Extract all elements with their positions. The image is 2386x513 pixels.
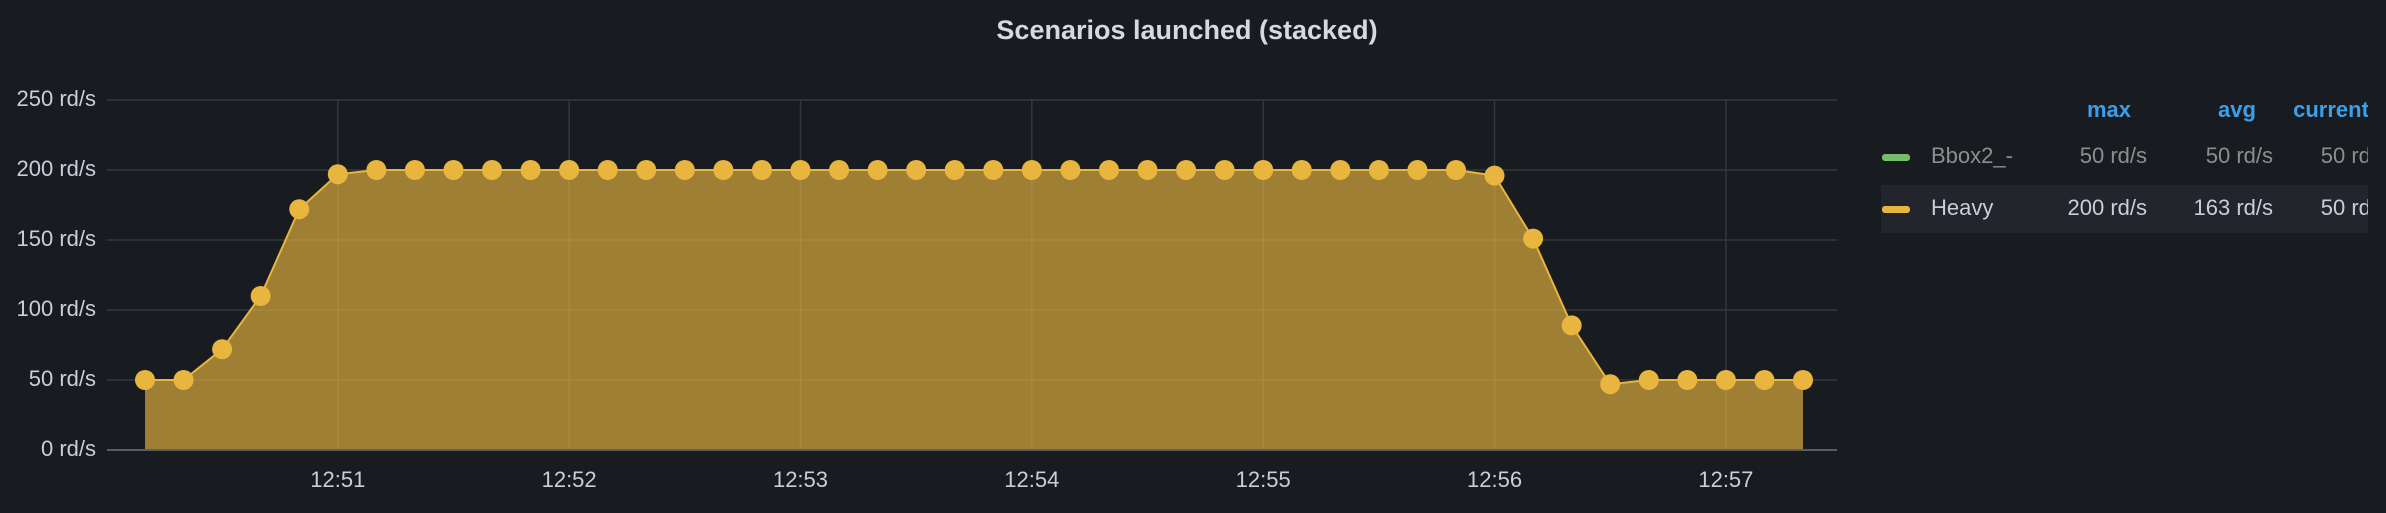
legend-header: avg [2218,97,2256,122]
data-point [135,370,155,390]
y-tick-label: 200 rd/s [17,156,97,181]
y-tick-label: 100 rd/s [17,296,97,321]
data-point [829,160,850,180]
data-point [559,160,580,180]
data-point [443,160,464,180]
legend-value: 50 rd/s [2080,143,2147,168]
legend-label: Bbox2_- [1931,143,2013,168]
data-point [1176,160,1197,180]
data-point [520,160,541,180]
legend-value: 50 rd/s [2321,143,2386,168]
data-point [1677,370,1698,390]
legend-header: current [2293,97,2369,122]
data-point [250,286,271,306]
x-tick-label: 12:54 [1004,467,1059,492]
data-point [482,160,503,180]
y-tick-label: 150 rd/s [17,226,97,251]
area-fill [145,170,1803,450]
x-tick-label: 12:52 [542,467,597,492]
data-point [1330,160,1351,180]
data-point [636,160,657,180]
data-point [674,160,695,180]
chart-title: Scenarios launched (stacked) [996,15,1377,45]
data-point [1600,374,1621,395]
legend-value: 200 rd/s [2068,195,2148,220]
data-point [404,160,425,180]
data-point [1523,228,1544,249]
data-point [983,160,1004,180]
y-tick-label: 0 rd/s [41,436,96,461]
data-point [366,160,387,180]
data-point [751,160,772,180]
data-point [597,160,618,180]
legend-value: 163 rd/s [2194,195,2274,220]
data-point [173,370,194,390]
data-point [1214,160,1235,180]
x-tick-label: 12:51 [310,467,365,492]
data-point [1060,160,1081,180]
data-point [713,160,734,180]
legend-value: 50 rd/s [2321,195,2386,220]
data-point [1561,315,1582,336]
data-point [1021,160,1042,180]
legend-label: Heavy [1931,195,1993,220]
legend-header: max [2087,97,2132,122]
data-point [1407,160,1428,180]
legend-value: 50 rd/s [2206,143,2273,168]
data-point [1368,160,1389,180]
x-tick-label: 12:53 [773,467,828,492]
data-point [1098,160,1119,180]
data-point [1137,160,1158,180]
data-point [1445,160,1466,180]
data-point [906,160,927,180]
legend-swatch [1882,154,1910,161]
data-point [1754,370,1775,390]
legend: max avg current Bbox2_- 50 rd/s 50 rd/s 50 rd/… [1881,97,2386,233]
data-point [1638,370,1659,390]
data-point [790,160,811,180]
x-tick-label: 12:56 [1467,467,1522,492]
data-point [289,199,310,220]
data-point [1793,370,1813,390]
x-tick-label: 12:55 [1236,467,1291,492]
data-point [867,160,888,180]
x-tick-label: 12:57 [1698,467,1753,492]
data-point [1715,370,1736,390]
data-point [1484,165,1505,186]
data-point [212,339,233,360]
legend-row-bg [1881,185,2368,233]
y-tick-label: 250 rd/s [17,86,97,111]
data-point [1253,160,1274,180]
data-point [327,164,348,185]
data-point [1291,160,1312,180]
legend-swatch [1882,206,1910,213]
y-tick-label: 50 rd/s [29,366,96,391]
data-point [944,160,965,180]
